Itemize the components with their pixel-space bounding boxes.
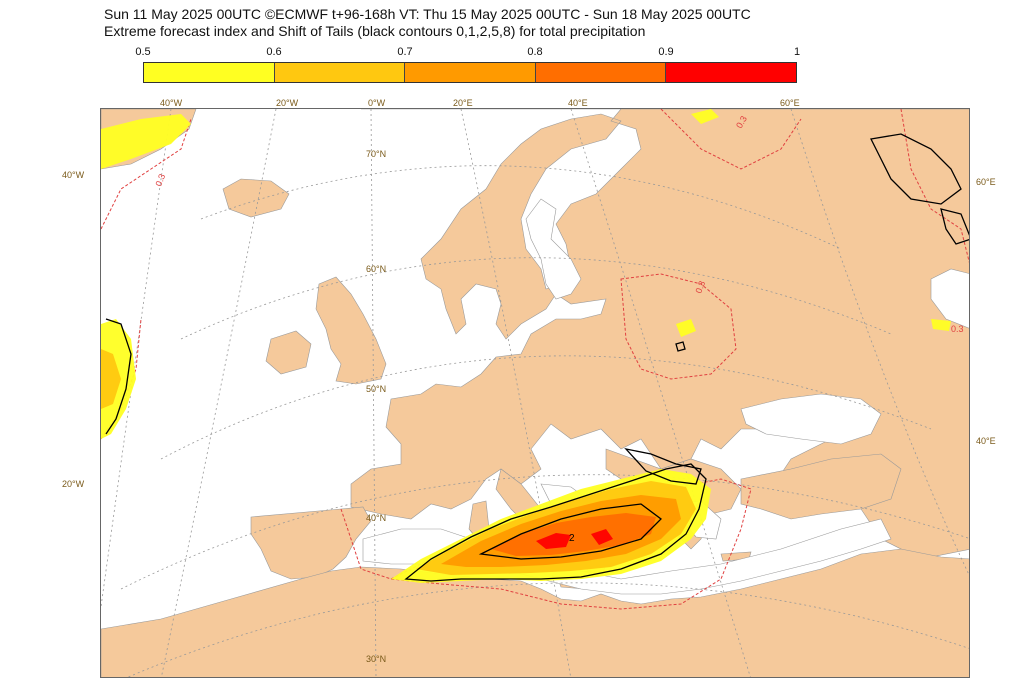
title-line-1: Sun 11 May 2025 00UTC ©ECMWF t+96-168h V… bbox=[104, 6, 751, 22]
sot-contour-russia-b bbox=[940, 208, 969, 245]
efi-contour-med bbox=[389, 478, 752, 610]
lon-label-right: 60°E bbox=[976, 177, 996, 187]
lon-label-top: 20°W bbox=[276, 98, 299, 108]
efi-shade-poland bbox=[676, 319, 696, 337]
parallel-30n bbox=[127, 582, 969, 677]
sot-contours bbox=[105, 133, 969, 582]
sot-contour-balkan bbox=[624, 447, 702, 485]
lat-label: 40°N bbox=[366, 513, 386, 523]
efi-contour-north bbox=[660, 109, 802, 170]
efi-shade-med-0.9 bbox=[536, 533, 571, 549]
sot-contour-med-inner bbox=[478, 503, 662, 560]
lat-label: 30°N bbox=[366, 654, 386, 664]
lon-label-top: 60°E bbox=[780, 98, 800, 108]
lon-label-top: 40°W bbox=[160, 98, 183, 108]
colorbar-tick-label: 1 bbox=[793, 46, 801, 58]
efi-shade-north bbox=[691, 109, 719, 124]
baltic-sea bbox=[525, 198, 582, 300]
parallel-70n bbox=[200, 165, 842, 250]
efi-contour-iberia bbox=[340, 508, 392, 580]
lon-label-top: 20°E bbox=[453, 98, 473, 108]
sot-contour-russia bbox=[870, 133, 962, 205]
lon-label-top: 40°E bbox=[568, 98, 588, 108]
meridian-0 bbox=[370, 109, 377, 677]
sot-contour-atlantic bbox=[105, 318, 132, 435]
turkey bbox=[740, 453, 902, 520]
efi-contour-label: 0.3 bbox=[153, 173, 167, 188]
title-line-2: Extreme forecast index and Shift of Tail… bbox=[104, 23, 646, 39]
efi-colorbar bbox=[143, 62, 797, 83]
meridian-40e bbox=[570, 109, 751, 677]
colorbar-tick-label: 0.7 bbox=[397, 46, 413, 58]
efi-shade-med-0.9-b bbox=[591, 529, 613, 545]
colorbar-segment bbox=[666, 63, 796, 82]
sot-contour-poland bbox=[675, 341, 686, 352]
efi-contour-poland bbox=[620, 273, 737, 380]
colorbar-segment bbox=[405, 63, 536, 82]
efi-shade-med-0.8 bbox=[491, 513, 656, 556]
efi-shade-greenland bbox=[101, 114, 191, 169]
lon-label-left: 20°W bbox=[62, 479, 85, 489]
precipitation-efi-map: 70°N 60°N 50°N 40°N 30°N 0.3 0.3 0.3 0.3 bbox=[100, 108, 970, 678]
efi-contour-east bbox=[900, 109, 969, 264]
efi-shade-east bbox=[931, 319, 951, 331]
sot-contour-med bbox=[404, 463, 707, 582]
efi-contour-label: 0.3 bbox=[693, 280, 707, 295]
black-sea bbox=[740, 393, 882, 445]
lon-label-right: 40°E bbox=[976, 436, 996, 446]
colorbar-tick-label: 0.9 bbox=[658, 46, 674, 58]
lat-label: 70°N bbox=[366, 149, 386, 159]
lon-label-top: 0°W bbox=[368, 98, 386, 108]
colorbar-segment bbox=[144, 63, 275, 82]
colorbar-segment bbox=[274, 63, 406, 82]
eurasia bbox=[350, 109, 969, 560]
iberia bbox=[250, 506, 372, 580]
efi-contour-label: 0.3 bbox=[951, 324, 964, 334]
parallel-60n bbox=[180, 257, 892, 340]
lat-label: 60°N bbox=[366, 264, 386, 274]
ireland bbox=[265, 330, 312, 375]
iceland bbox=[222, 178, 290, 218]
colorbar-segment bbox=[535, 63, 667, 82]
lon-label-left: 40°W bbox=[62, 170, 85, 180]
efi-shade-atlantic-inner bbox=[101, 349, 121, 409]
meridian-20w bbox=[161, 109, 277, 677]
lat-label: 50°N bbox=[366, 384, 386, 394]
colorbar-tick-label: 0.8 bbox=[527, 46, 543, 58]
parallel-40n bbox=[120, 474, 969, 590]
efi-contour-northwest bbox=[101, 118, 192, 230]
great-britain bbox=[315, 276, 387, 385]
caspian-sea bbox=[930, 268, 969, 329]
colorbar-tick-label: 0.5 bbox=[135, 46, 151, 58]
colorbar-tick-label: 0.6 bbox=[266, 46, 282, 58]
land-layer bbox=[101, 109, 969, 677]
sot-contour-label: 2 bbox=[569, 533, 575, 544]
map-canvas: 70°N 60°N 50°N 40°N 30°N 0.3 0.3 0.3 0.3 bbox=[101, 109, 969, 677]
meridian-20e bbox=[460, 109, 572, 677]
